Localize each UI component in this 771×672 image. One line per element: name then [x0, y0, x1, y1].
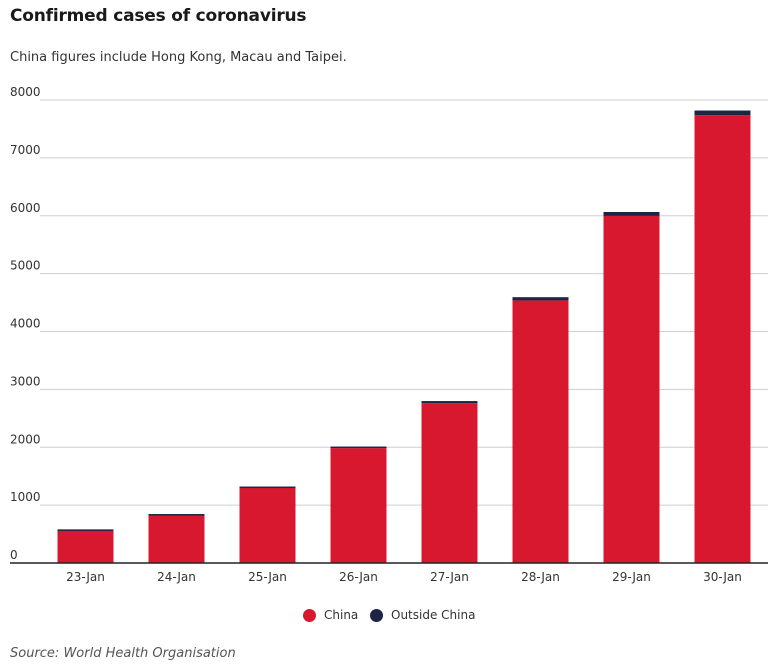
bar-china — [239, 487, 296, 563]
x-tick-label: 26-Jan — [339, 570, 378, 584]
y-tick-label: 3000 — [10, 374, 41, 388]
bar-china — [330, 448, 387, 563]
y-tick-label: 0 — [10, 548, 18, 562]
legend-label-china: China — [324, 608, 359, 622]
y-tick-label: 1000 — [10, 490, 41, 504]
legend-swatch-china — [303, 608, 316, 622]
x-tick-label: 24-Jan — [157, 570, 196, 584]
bar-outside-china — [239, 486, 296, 489]
legend-swatch-outside-china — [370, 608, 383, 622]
y-tick-label: 4000 — [10, 317, 41, 331]
bar-china — [694, 115, 751, 564]
legend-item-outside-china: Outside China — [370, 608, 475, 622]
bar-chart: 0 1000 2000 3000 4000 5000 6000 7000 8000 23-Jan… — [10, 85, 768, 584]
bar-china — [603, 215, 660, 563]
x-tick-label: 23-Jan — [66, 570, 105, 584]
y-tick-label: 5000 — [10, 259, 41, 273]
bar-outside-china — [694, 110, 751, 116]
y-tick-label: 2000 — [10, 432, 41, 446]
bar-outside-china — [57, 529, 114, 531]
bar-outside-china — [330, 446, 387, 449]
x-tick-label: 29-Jan — [612, 570, 651, 584]
legend-label-outside-china: Outside China — [391, 608, 476, 622]
bar-outside-china — [148, 514, 205, 516]
y-tick-label: 6000 — [10, 201, 41, 215]
legend-item-china: China — [303, 608, 358, 622]
bar-outside-china — [603, 211, 660, 216]
bar-china — [148, 514, 205, 563]
y-tick-label: 8000 — [10, 85, 41, 99]
x-tick-label: 25-Jan — [248, 570, 287, 584]
chart-title: Confirmed cases of coronavirus — [10, 6, 307, 26]
x-tick-label: 30-Jan — [703, 570, 742, 584]
y-axis-ticks: 0 1000 2000 3000 4000 5000 6000 7000 8000 — [10, 85, 41, 562]
legend: China Outside China — [0, 608, 771, 628]
x-axis-ticks: 23-Jan 24-Jan 25-Jan 26-Jan 27-Jan 28-Jan 29-J… — [66, 570, 742, 584]
x-tick-label: 28-Jan — [521, 570, 560, 584]
bar-china — [512, 300, 569, 563]
chart-subtitle: China figures include Hong Kong, Macau a… — [10, 50, 347, 65]
bars — [57, 110, 751, 564]
bar-china — [421, 403, 478, 563]
bar-outside-china — [512, 297, 569, 301]
source-note: Source: World Health Organisation — [10, 646, 236, 661]
bar-outside-china — [421, 401, 478, 404]
y-tick-label: 7000 — [10, 143, 41, 157]
x-tick-label: 27-Jan — [430, 570, 469, 584]
bar-china — [57, 529, 114, 563]
